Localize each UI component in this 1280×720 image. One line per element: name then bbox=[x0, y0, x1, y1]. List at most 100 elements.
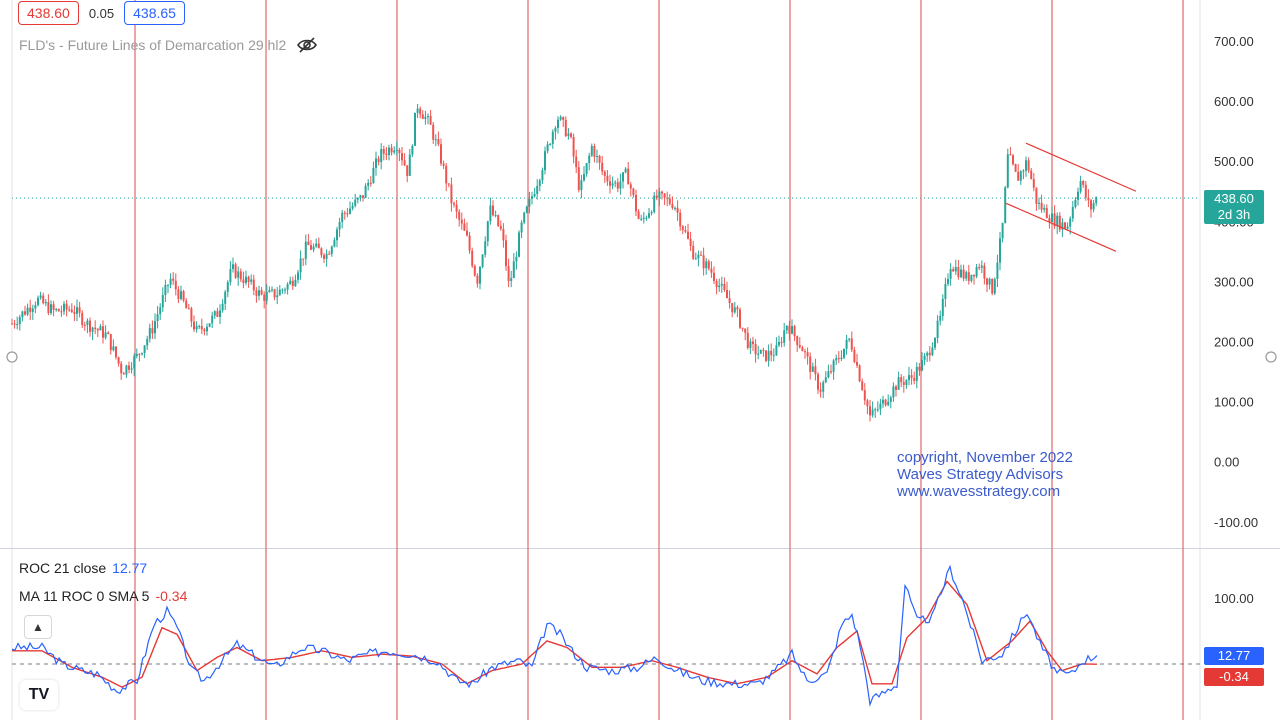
candle-body bbox=[499, 225, 502, 230]
candle bbox=[770, 343, 773, 362]
candle bbox=[268, 286, 271, 293]
price-axis[interactable]: 700.00600.00500.00400.00300.00200.00100.… bbox=[1214, 34, 1258, 530]
collapse-pane-button[interactable]: ▲ bbox=[24, 615, 52, 639]
candle-body bbox=[713, 272, 715, 282]
candle-body bbox=[726, 290, 728, 299]
candle-body bbox=[978, 267, 981, 269]
candle-body bbox=[536, 186, 539, 194]
indicator-legend[interactable]: FLD's - Future Lines of Demarcation 29 h… bbox=[19, 37, 318, 53]
candle-body bbox=[141, 353, 143, 355]
candle bbox=[845, 334, 848, 355]
trend-channel[interactable] bbox=[1005, 142, 1137, 252]
candle-body bbox=[588, 155, 591, 164]
candle bbox=[944, 277, 947, 308]
ma-legend-row[interactable]: MA 11 ROC 0 SMA 5 -0.34 bbox=[19, 587, 187, 615]
candle bbox=[343, 210, 346, 220]
candle-body bbox=[468, 235, 471, 251]
candle-body bbox=[398, 149, 401, 154]
roc-legend-row[interactable]: ROC 21 close 12.77 bbox=[19, 559, 187, 587]
candle-body bbox=[640, 218, 643, 220]
candle-body bbox=[13, 323, 16, 325]
candle-body bbox=[247, 276, 250, 282]
candle bbox=[380, 143, 383, 170]
candle bbox=[63, 301, 65, 316]
candle-body bbox=[406, 165, 409, 176]
channel-upper-line[interactable] bbox=[1025, 142, 1137, 192]
candle-body bbox=[278, 289, 281, 296]
candle bbox=[154, 313, 156, 340]
candle bbox=[125, 364, 128, 378]
candle-body bbox=[489, 205, 492, 222]
candle-body bbox=[541, 170, 544, 181]
candle bbox=[541, 167, 544, 184]
candle-body bbox=[905, 380, 908, 385]
candle bbox=[811, 362, 814, 373]
candle-body bbox=[385, 153, 388, 156]
candle bbox=[388, 144, 390, 161]
candle bbox=[785, 325, 788, 334]
candle bbox=[247, 275, 250, 288]
ask-price[interactable]: 438.65 bbox=[124, 1, 185, 25]
candle bbox=[419, 106, 422, 119]
candle-body bbox=[206, 326, 208, 332]
candle-body bbox=[507, 266, 510, 281]
candle-body bbox=[557, 119, 559, 129]
candle bbox=[128, 361, 130, 374]
candle-body bbox=[564, 119, 567, 137]
candle-body bbox=[1048, 218, 1051, 222]
candle bbox=[757, 345, 760, 360]
candle bbox=[915, 362, 918, 389]
candle-body bbox=[549, 143, 552, 145]
candle bbox=[611, 176, 614, 190]
roc-axis[interactable]: 100.00 bbox=[1214, 591, 1254, 606]
candle-body bbox=[837, 358, 840, 360]
candle-body bbox=[692, 245, 695, 259]
roc-legend[interactable]: ROC 21 close 12.77 MA 11 ROC 0 SMA 5 -0.34 bbox=[19, 559, 187, 615]
candle bbox=[73, 305, 76, 322]
candle bbox=[1040, 194, 1043, 213]
candle bbox=[489, 197, 492, 225]
candle-body bbox=[265, 292, 268, 301]
candle-body bbox=[307, 241, 310, 246]
candle bbox=[918, 363, 921, 376]
candle bbox=[858, 364, 861, 383]
tradingview-logo-icon[interactable]: TV bbox=[20, 680, 58, 710]
candle-body bbox=[463, 223, 466, 231]
candle-body bbox=[76, 307, 78, 314]
candle-body bbox=[1095, 197, 1098, 204]
eye-off-icon[interactable] bbox=[296, 37, 318, 53]
candle bbox=[416, 103, 419, 119]
candle bbox=[614, 180, 617, 188]
candle bbox=[668, 194, 671, 206]
candle bbox=[843, 348, 845, 360]
candle bbox=[141, 352, 143, 356]
candle-body bbox=[471, 250, 474, 266]
candle-body bbox=[317, 243, 320, 249]
candle bbox=[486, 220, 489, 247]
right-handle[interactable] bbox=[1265, 351, 1277, 363]
channel-lower-line[interactable] bbox=[1005, 202, 1117, 252]
candle-body bbox=[96, 328, 99, 331]
candle-body bbox=[622, 172, 624, 182]
roc-pane bbox=[11, 564, 1200, 707]
candle bbox=[159, 303, 162, 321]
candle bbox=[200, 318, 203, 335]
candle-body bbox=[1074, 199, 1077, 207]
candlestick-series bbox=[11, 103, 1098, 422]
candle bbox=[406, 165, 409, 183]
candle-body bbox=[232, 264, 234, 270]
candle-body bbox=[481, 254, 484, 267]
bid-price[interactable]: 438.60 bbox=[18, 1, 79, 25]
candle-body bbox=[164, 284, 167, 296]
candle-body bbox=[494, 215, 497, 217]
candle-body bbox=[39, 295, 42, 298]
candle-body bbox=[86, 320, 89, 326]
candle bbox=[559, 115, 562, 121]
candle bbox=[364, 183, 367, 199]
candle-body bbox=[429, 115, 432, 125]
candle bbox=[492, 200, 494, 217]
candle bbox=[312, 243, 315, 253]
candle-body bbox=[533, 193, 536, 197]
left-handle[interactable] bbox=[6, 351, 18, 363]
candle bbox=[468, 231, 471, 254]
